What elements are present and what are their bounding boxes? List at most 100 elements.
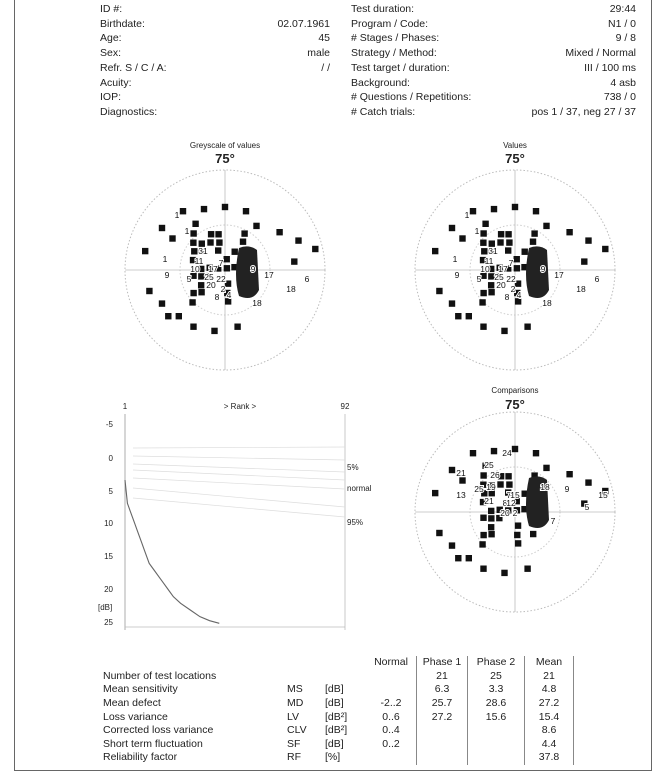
greyscale-test-point: [223, 265, 231, 272]
comparisons-test-point: [436, 529, 443, 537]
header_left-label: Refr. S / C / A:: [100, 61, 167, 74]
stats-mean: 37.8: [524, 751, 574, 765]
values-test-point: [488, 273, 495, 280]
stats-p1: [416, 737, 468, 752]
comparisons-value-label: 9: [565, 484, 570, 494]
values-value-label: 1: [453, 254, 458, 264]
comparisons-value-label: 25: [484, 460, 494, 470]
values-value-label: 4: [517, 290, 522, 300]
header_right-value: Mixed / Normal: [565, 47, 636, 60]
stats-abbr: MS: [287, 683, 303, 696]
header_left-value: male: [307, 47, 330, 60]
greyscale-test-point: [142, 247, 149, 255]
comparisons-value-label: 21: [456, 468, 466, 478]
stats-p1: 6.3: [416, 683, 468, 697]
greyscale-value-label: 10: [190, 264, 200, 274]
greyscale-value-label: 22: [216, 274, 226, 284]
stats-abbr: [284, 670, 322, 684]
values-test-point: [501, 327, 508, 335]
greyscale-test-point: [206, 264, 213, 271]
values-test-point: [585, 237, 592, 244]
greyscale-test-point: [291, 258, 298, 265]
greyscale-test-point: [207, 239, 214, 246]
rank-y-tick-label: 0: [109, 454, 114, 463]
greyscale-test-point: [224, 289, 231, 297]
stats-mean: 21: [524, 669, 574, 684]
rank-normal-band-line: [132, 497, 346, 518]
values-value-label: 5: [477, 274, 482, 284]
comparisons-value-label: 8: [503, 498, 508, 508]
greyscale-test-point: [191, 248, 198, 255]
stats-name: Reliability factor: [103, 751, 178, 764]
values-value-label: 25: [494, 272, 504, 282]
greyscale-value-label: 31: [198, 246, 208, 256]
greyscale-value-label: 6: [305, 274, 310, 284]
values-test-point: [513, 265, 521, 272]
values-test-point: [469, 208, 477, 215]
values-test-point: [513, 256, 520, 263]
comparisons-test-point: [480, 472, 487, 479]
values-test-point: [496, 264, 503, 271]
greyscale-test-point: [190, 239, 197, 246]
stats-unit: [dB]: [325, 737, 344, 750]
comparisons-test-point: [532, 450, 540, 457]
greyscale-test-point: [223, 256, 230, 263]
greyscale-value-label: 18: [252, 298, 262, 308]
comparisons-test-point: [514, 522, 522, 529]
rank-x-tick-label: 92: [341, 402, 350, 411]
header_left-value: / /: [321, 61, 330, 74]
values-test-point: [566, 229, 573, 236]
comparisons-test-point: [585, 479, 592, 486]
values-test-point: [532, 208, 540, 215]
rank-normal-band-line: [132, 487, 346, 508]
comparisons-test-point: [505, 507, 512, 514]
stats-p2: 3.3: [467, 683, 525, 697]
stats-unit: [%]: [325, 751, 341, 764]
stats-p2: 25: [467, 669, 525, 684]
rank-y-axis-label: [dB]: [98, 603, 112, 612]
greyscale-test-point: [216, 239, 223, 246]
values-test-point: [505, 265, 512, 272]
comparisons-test-point: [511, 445, 519, 453]
comparisons-test-point: [469, 450, 477, 457]
stats-header-phase2: Phase 2: [467, 656, 525, 670]
greyscale-test-point: [215, 231, 222, 238]
rank-y-tick-label: 15: [104, 552, 113, 561]
header_right-label: # Stages / Phases:: [351, 32, 440, 45]
stats-p1: 25.7: [416, 696, 468, 711]
values-value-label: 6: [595, 274, 600, 284]
stats-normal: 0..4: [382, 724, 400, 737]
rank-x-tick-label: 1: [123, 402, 128, 411]
stats-abbr: CLV: [287, 724, 307, 737]
comparisons-test-point: [496, 514, 503, 522]
comparisons-test-point: [543, 464, 550, 472]
rank-normal-band-line: [132, 463, 346, 473]
greyscale-value-label: 1: [185, 226, 190, 236]
comparisons-degree: 75°: [505, 397, 525, 412]
comparisons-test-point: [602, 487, 609, 495]
greyscale-test-point: [241, 230, 248, 237]
comparisons-test-point: [524, 565, 531, 572]
greyscale-value-label: 2: [221, 284, 226, 294]
greyscale-test-point: [198, 273, 205, 280]
rank-title: > Rank >: [224, 402, 257, 411]
greyscale-test-point: [190, 323, 197, 330]
values-test-point: [514, 298, 522, 305]
greyscale-value-label: 7: [219, 258, 224, 268]
values-test-point: [506, 239, 513, 246]
values-test-point: [521, 263, 528, 271]
header_right-value: 4 asb: [610, 76, 636, 89]
stats-normal: 0..2: [382, 737, 400, 750]
values-test-point: [479, 256, 487, 264]
comparisons-test-point: [514, 540, 522, 547]
stats-unit: [dB²]: [325, 710, 348, 723]
values-test-point: [511, 203, 519, 211]
greyscale-test-point: [197, 282, 205, 289]
greyscale-test-point: [231, 248, 238, 255]
comparisons-test-point: [448, 466, 456, 474]
greyscale-value-label: 1: [175, 210, 180, 220]
stats-p1: 27.2: [416, 710, 468, 724]
values-test-point: [480, 239, 487, 246]
stats-mean: 8.6: [524, 723, 574, 738]
greyscale-value-label: 9: [165, 270, 170, 280]
